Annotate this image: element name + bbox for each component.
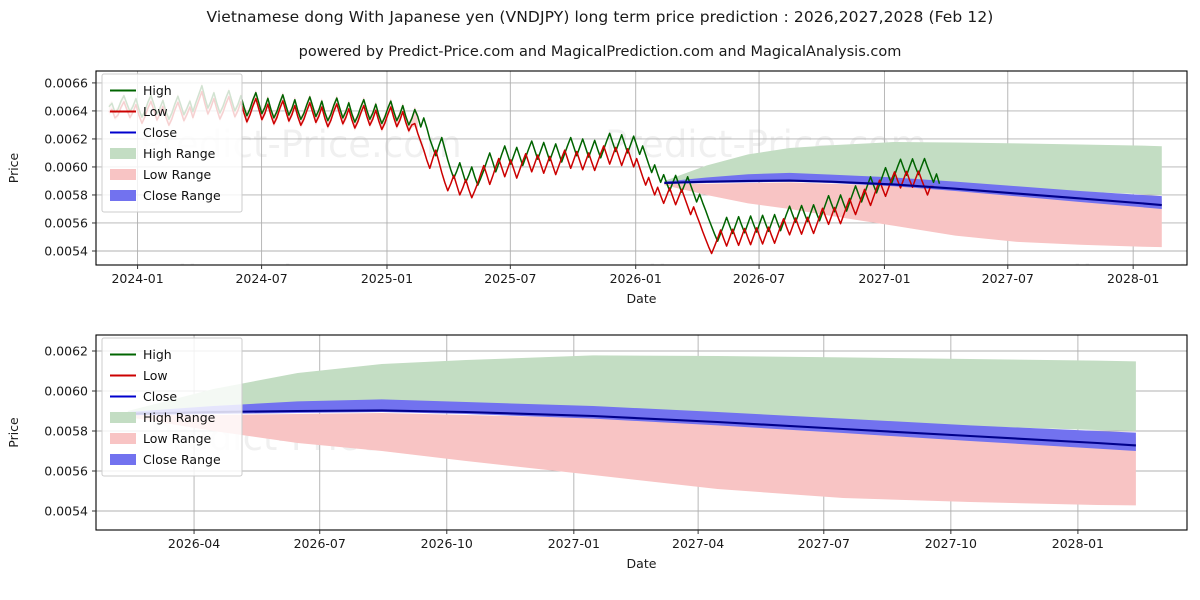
y-tick-label: 0.0056 <box>44 464 88 479</box>
legend-swatch-patch <box>110 454 136 465</box>
high-range-band <box>127 355 1136 431</box>
y-tick-label: 0.0058 <box>44 187 88 202</box>
legend-label: High <box>143 83 172 98</box>
y-axis-title: Price <box>6 152 21 183</box>
legend-item[interactable]: Low Range <box>110 167 212 182</box>
watermark: Predict-Price.com <box>1000 258 1200 301</box>
legend-label: High Range <box>143 410 216 425</box>
y-tick-label: 0.0054 <box>44 504 88 519</box>
legend-item[interactable]: Close <box>110 125 177 140</box>
legend-label: Close Range <box>143 188 221 203</box>
legend-swatch-patch <box>110 148 136 159</box>
legend-item[interactable]: High <box>110 83 172 98</box>
legend: High Low Close High Range Low Range Close Ran… <box>101 337 243 477</box>
legend-label: High <box>143 347 172 362</box>
y-tick-label: 0.0054 <box>44 243 88 258</box>
legend-swatch-patch <box>110 433 136 444</box>
x-tick-label: 2026-04 <box>168 536 220 551</box>
watermark: Predict-Price.com <box>105 258 427 301</box>
low-range-band <box>127 413 1136 506</box>
x-tick-label: 2027-10 <box>925 536 977 551</box>
x-tick-label: 2028-01 <box>1052 536 1104 551</box>
y-tick-label: 0.0056 <box>44 215 88 230</box>
high-line <box>108 84 941 242</box>
legend-label: Close <box>143 125 177 140</box>
plot-frame <box>95 70 1188 266</box>
close-line <box>127 409 1136 447</box>
legend-label: Low <box>143 368 168 383</box>
plot-frame <box>95 334 1188 531</box>
top-chart: Predict-Price.com Predict-Price.com Predic… <box>6 70 1200 306</box>
legend-item[interactable]: Close <box>110 389 177 404</box>
legend-label: Low <box>143 104 168 119</box>
x-tick-label: 2027-04 <box>672 536 724 551</box>
legend-label: Low Range <box>143 431 212 446</box>
y-tick-label: 0.0062 <box>44 131 88 146</box>
x-tick-label: 2027-07 <box>798 536 850 551</box>
page-title: Vietnamese dong With Japanese yen (VNDJP… <box>206 8 994 26</box>
x-tick-label: 2028-01 <box>1107 271 1159 286</box>
x-tick-label: 2026-01 <box>610 271 662 286</box>
y-tick-label: 0.0058 <box>44 424 88 439</box>
legend-label: High Range <box>143 146 216 161</box>
legend-swatch-patch <box>110 190 136 201</box>
x-tick-label: 2026-07 <box>294 536 346 551</box>
legend-item[interactable]: Close Range <box>110 188 221 203</box>
legend-item[interactable]: High <box>110 347 172 362</box>
close-line <box>664 179 1162 207</box>
page-subtitle: powered by Predict-Price.com and Magical… <box>298 44 902 60</box>
y-tick-label: 0.0066 <box>44 75 88 90</box>
x-tick-label: 2024-07 <box>235 271 287 286</box>
x-tick-label: 2026-10 <box>421 536 473 551</box>
legend-item[interactable]: High Range <box>110 410 216 425</box>
watermark: Predict-Price.com <box>575 258 897 301</box>
high-range-band <box>664 142 1162 195</box>
axes: 0.0054 0.0056 0.0058 0.0060 0.0062 2026-04 202… <box>6 344 1104 572</box>
legend-label: Close <box>143 389 177 404</box>
legend-item[interactable]: High Range <box>110 146 216 161</box>
x-tick-label: 2027-01 <box>858 271 910 286</box>
low-range-band <box>664 182 1162 248</box>
x-tick-label: 2026-07 <box>733 271 785 286</box>
x-tick-label: 2027-01 <box>548 536 600 551</box>
x-tick-label: 2025-01 <box>361 271 413 286</box>
x-axis-title: Date <box>627 291 657 306</box>
legend-item[interactable]: Low <box>110 104 168 119</box>
close-range-band <box>127 399 1136 451</box>
low-line <box>108 90 934 255</box>
y-tick-label: 0.0060 <box>44 159 88 174</box>
legend-item[interactable]: Low Range <box>110 431 212 446</box>
y-tick-label: 0.0060 <box>44 384 88 399</box>
x-tick-label: 2025-07 <box>484 271 536 286</box>
bottom-chart: Predict-Price.comPredict-Price.com0.0054… <box>6 334 1188 572</box>
x-tick-label: 2024-01 <box>111 271 163 286</box>
legend-swatch-patch <box>110 169 136 180</box>
legend-swatch-patch <box>110 412 136 423</box>
legend: High Low Close High Range Low Range Close Ran… <box>101 73 243 213</box>
y-tick-label: 0.0064 <box>44 103 88 118</box>
axes: 0.0054 0.0056 0.0058 0.0060 0.0062 0.0064 0.00… <box>6 75 1159 306</box>
x-tick-label: 2027-07 <box>982 271 1034 286</box>
legend-item[interactable]: Low <box>110 368 168 383</box>
legend-label: Low Range <box>143 167 212 182</box>
close-range-band <box>664 172 1162 209</box>
y-tick-label: 0.0062 <box>44 344 88 359</box>
x-axis-title: Date <box>627 556 657 571</box>
legend-label: Close Range <box>143 452 221 467</box>
legend-item[interactable]: Close Range <box>110 452 221 467</box>
y-axis-title: Price <box>6 417 21 448</box>
